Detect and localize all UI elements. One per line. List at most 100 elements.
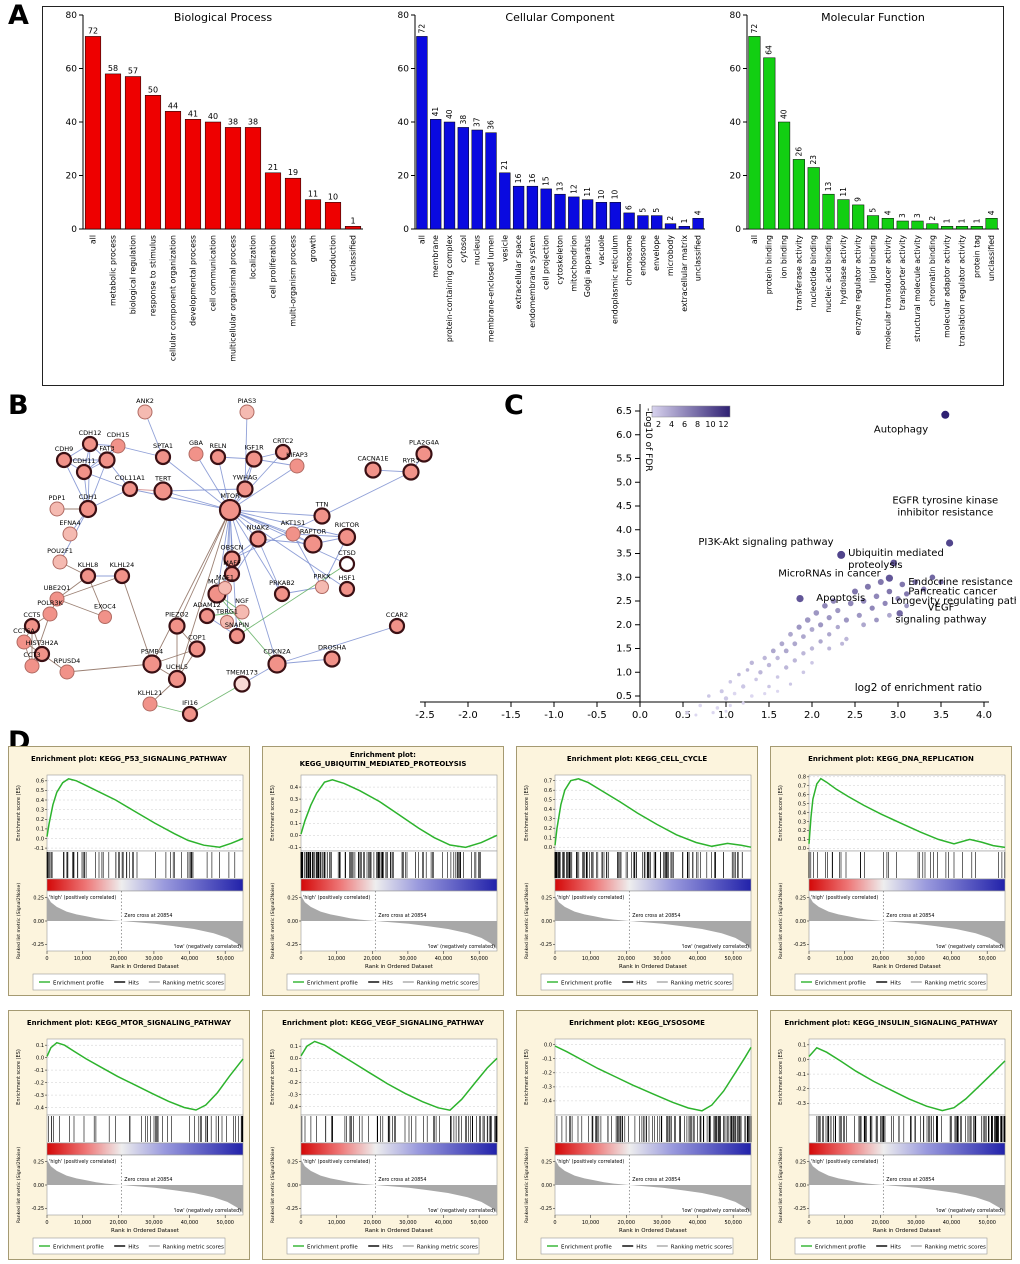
es-tick-label: 0.0 [798,846,806,852]
es-tick-label: 0.0 [544,845,552,851]
bar-value-label: 1 [972,218,981,223]
enrichment-curve [554,1045,752,1112]
network-node-YWHAG: YWHAG [232,474,258,498]
gene-node [75,463,93,481]
es-axis-label: Enrichment score (ES) [524,1049,530,1105]
rank-tick-label: 0 [45,1220,48,1226]
gsea-legend-label: Ranking metric scores [417,981,478,987]
bar [926,223,939,230]
scatter-point-labeled [796,595,804,603]
gsea-legend-box [286,973,480,991]
rank-axis-label: Rank in Ordered Dataset [111,964,180,970]
y-tick-label: 6.0 [616,430,632,441]
gene-label: CCT6A [13,627,35,635]
gene-node [415,445,433,463]
scatter-point [904,591,910,597]
gene-label: CRTC2 [273,437,294,445]
metric-tick-label: 0.00 [795,919,806,925]
es-tick-label: 0.4 [290,785,298,791]
bar [540,188,552,230]
fdr-color-legend [651,405,731,418]
es-tick-label: -0.3 [796,1101,806,1107]
pathway-label: Longevity regulating pathway [891,596,1016,607]
es-tick-label: 0.3 [290,797,298,803]
bar-value-label: 38 [228,117,238,126]
gene-label: KLHL21 [138,689,163,697]
scatter-point [864,583,871,590]
rank-axis-label: Rank in Ordered Dataset [365,1228,434,1234]
es-tick-label: 0.4 [544,807,552,813]
rank-tick-label: 50,000 [470,956,488,962]
rank-tick-label: 50,000 [216,1220,234,1226]
bar [852,204,865,230]
scatter-point [711,711,715,715]
metric-tick-label: -0.25 [286,1206,298,1212]
bar [416,36,428,230]
gene-node [323,650,341,668]
color-band [554,878,752,892]
bar [763,57,776,230]
x-tick-label: 2.0 [804,710,820,721]
scatter-point [770,648,776,654]
rank-tick-label: 30,000 [907,1220,925,1226]
gsea-legend-label: Hits [636,981,647,987]
network-node-AKT1S1: AKT1S1 [281,519,305,542]
scatter-point [788,631,793,637]
scatter-point [776,689,780,693]
bar-value-label: 13 [556,181,565,191]
metric-tick-label: 0.00 [33,919,44,925]
x-category-label: vesicle [500,235,509,262]
gene-node [218,498,242,522]
gene-node [142,654,162,674]
gsea-title: Enrichment plot: KEGG_CELL_CYCLE [567,755,707,763]
gsea-legend-label: Enrichment profile [561,981,612,987]
bar [692,218,704,230]
network-node-KLHL24: KLHL24 [110,561,134,585]
pathway-label: inhibitor resistance [897,508,993,519]
gene-label: KIFAP3 [286,451,308,459]
es-tick-label: 0.3 [798,819,806,825]
es-tick-label: 0.6 [544,788,552,794]
gene-label: RPUSD4 [54,657,80,665]
network-edge [56,598,106,618]
gsea-legend-box [540,1237,734,1255]
network-node-CDKN2A: CDKN2A [263,648,291,674]
rank-tick-label: 0 [45,956,48,962]
legend-tick-label: 2 [656,420,661,429]
y-tick-label: 1.0 [616,667,632,678]
bar-value-label: 58 [108,64,118,73]
gene-label: PSMB4 [141,648,163,656]
scatter-point [694,713,698,717]
x-category-label: nucleotide binding [809,235,818,307]
gene-label: OBSCN [221,544,244,552]
y-tick-label: 4.0 [616,525,632,536]
gene-node [249,530,267,548]
network-node-NGF: NGF [234,597,250,620]
gsea-legend-label: Ranking metric scores [671,981,732,987]
scatter-point [882,600,888,606]
ranked-metric-area [809,1159,1005,1214]
bar-value-label: 11 [839,187,848,197]
bar [284,177,302,230]
gene-label: COL11A1 [115,474,145,482]
network-edge [229,509,294,535]
gene-node [289,458,305,474]
bar-value-label: 72 [88,26,98,35]
gene-label: YWHAG [232,474,258,482]
bar [778,121,791,230]
bar-value-label: 5 [869,208,878,213]
rank-tick-label: 30,000 [399,1220,417,1226]
metric-tick-label: 0.00 [287,919,298,925]
rank-tick-label: 40,000 [943,956,961,962]
rank-tick-label: 10,000 [74,956,92,962]
scatter-point [754,677,758,682]
gene-node [245,450,263,468]
gene-node [303,534,323,554]
bar-value-label: 38 [459,115,468,125]
scatter-point [775,675,780,679]
network-node-FAT3: FAT3 [98,445,116,469]
gene-label: RELN [209,442,226,450]
high-correlated-label: 'high' (positively correlated) [557,1159,624,1165]
enrichment-curve [300,1040,498,1112]
scatter-point [809,627,815,632]
